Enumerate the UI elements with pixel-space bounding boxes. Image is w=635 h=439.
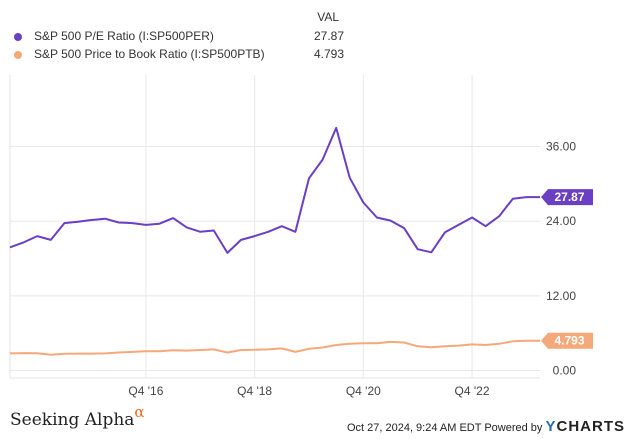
brand-name: Seeking Alpha bbox=[10, 410, 135, 430]
end-label-badge bbox=[541, 332, 593, 349]
ycharts-logo[interactable]: YCHARTS bbox=[545, 418, 625, 435]
x-tick-label: Q4 '16 bbox=[128, 384, 163, 398]
series-line bbox=[9, 126, 540, 254]
ycharts-y-icon: Y bbox=[545, 418, 557, 435]
y-tick-label: 36.00 bbox=[546, 140, 576, 154]
timestamp: Oct 27, 2024, 9:24 AM EDT Powered by bbox=[346, 422, 543, 434]
ycharts-wordmark: CHARTS bbox=[556, 418, 625, 435]
seeking-alpha-logo: Seeking Alphaα bbox=[10, 403, 145, 430]
legend-item-pb-ratio[interactable]: S&P 500 Price to Book Ratio (I:SP500PTB)… bbox=[14, 47, 344, 63]
end-label-value: 27.87 bbox=[554, 190, 584, 204]
x-tick-label: Q4 '18 bbox=[237, 384, 272, 398]
footer-attribution: Oct 27, 2024, 9:24 AM EDT Powered by YCH… bbox=[347, 418, 625, 435]
y-axis: 0.00 12.00 24.00 36.00 bbox=[546, 140, 576, 378]
chart-grid bbox=[9, 75, 540, 379]
legend-item-label: S&P 500 P/E Ratio (I:SP500PER) bbox=[34, 29, 214, 43]
legend-item-pe-ratio[interactable]: S&P 500 P/E Ratio (I:SP500PER) 27.87 bbox=[14, 29, 344, 45]
x-axis: Q4 '16 Q4 '18 Q4 '20 Q4 '22 bbox=[128, 384, 489, 398]
legend-item-value: 4.793 bbox=[313, 47, 344, 61]
end-label-value: 4.793 bbox=[554, 334, 584, 348]
y-tick-label: 12.00 bbox=[546, 289, 576, 303]
chart-series bbox=[9, 126, 540, 356]
line-chart: Q4 '16 Q4 '18 Q4 '20 Q4 '22 0.00 12.00 24.00 3… bbox=[9, 75, 593, 398]
y-tick-label: 24.00 bbox=[546, 214, 576, 228]
end-label-badge bbox=[541, 189, 593, 206]
legend-dot-icon bbox=[14, 51, 22, 59]
legend-item-label: S&P 500 Price to Book Ratio (I:SP500PTB) bbox=[34, 47, 265, 61]
y-tick-label: 0.00 bbox=[553, 364, 577, 378]
x-tick-label: Q4 '22 bbox=[455, 384, 490, 398]
legend-dot-icon bbox=[14, 33, 22, 41]
series-line bbox=[9, 339, 540, 356]
legend-item-value: 27.87 bbox=[313, 29, 344, 43]
alpha-icon: α bbox=[134, 403, 145, 421]
legend-value-header: VAL bbox=[317, 10, 339, 24]
end-labels: 27.87 4.793 bbox=[541, 189, 593, 349]
x-tick-label: Q4 '20 bbox=[346, 384, 381, 398]
